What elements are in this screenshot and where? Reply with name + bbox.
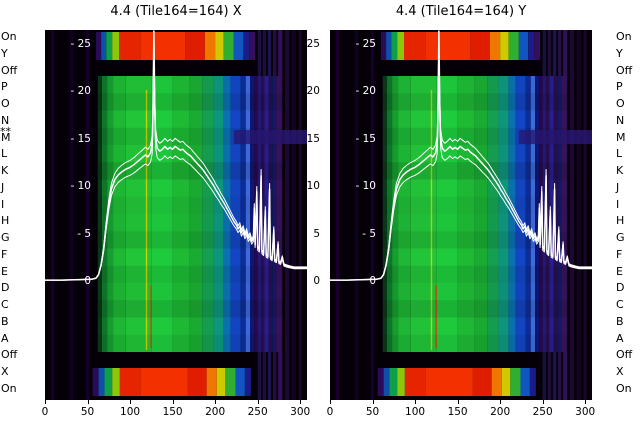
x-tick-mark (415, 400, 417, 404)
row-label-d-15: D (616, 281, 625, 295)
y-tick-label-middle: 5 (313, 227, 320, 240)
x-tick-label: 100 (120, 406, 141, 418)
x-tick-label: 0 (326, 406, 334, 418)
x-tick-mark (215, 400, 217, 404)
x-tick-mark (585, 400, 587, 404)
row-label-f-13: F (616, 247, 623, 261)
row-label-n-5: N (616, 113, 625, 127)
x-tick-mark (87, 400, 89, 404)
row-label-l-7: L (1, 147, 8, 161)
row-label-e-14: E (1, 264, 8, 278)
row-label-b-17: B (1, 314, 9, 328)
x-tick-label: 300 (575, 406, 596, 418)
y-tick-label-middle: 0 (313, 275, 320, 287)
row-label-e-14: E (616, 264, 623, 278)
x-tick-label: 200 (205, 406, 226, 418)
row-label-on-21: On (1, 381, 17, 395)
x-tick-mark (172, 400, 174, 404)
row-label-h-11: H (1, 214, 10, 228)
y-tick-label-middle: 20 (306, 85, 320, 98)
y-tick-label-middle: 15 (306, 132, 320, 145)
row-label-c-16: C (1, 298, 9, 312)
spectrogram-canvas (45, 30, 307, 400)
row-label-off-19: Off (616, 348, 633, 362)
flagged-row-marker: ** (0, 125, 11, 138)
row-label-f-13: F (1, 247, 8, 261)
row-label-m-6: M (1, 130, 11, 144)
row-label-on-0: On (616, 30, 632, 43)
row-label-y-1: Y (1, 46, 8, 60)
bandpass-trace (330, 30, 592, 281)
x-tick-mark (45, 400, 46, 404)
row-label-a-18: A (616, 331, 624, 345)
x-tick-mark (300, 400, 302, 404)
x-tick-label: 50 (80, 406, 95, 418)
row-label-y-1: Y (616, 46, 623, 60)
row-label-g-12: G (1, 231, 10, 245)
row-label-p-3: P (616, 80, 623, 94)
row-label-g-12: G (616, 231, 625, 245)
row-label-on-21: On (616, 381, 632, 395)
row-label-off-2: Off (616, 63, 633, 77)
row-label-i-10: I (1, 197, 5, 211)
row-label-j-9: J (616, 180, 620, 194)
x-tick-label: 300 (290, 406, 311, 418)
x-tick-label: 50 (365, 406, 380, 418)
row-label-o-4: O (616, 97, 625, 111)
row-label-l-7: L (616, 147, 623, 161)
right-panel-title: 4.4 (Tile164=164) Y (395, 4, 527, 19)
x-tick-label: 150 (162, 406, 183, 418)
x-tick-label: 0 (41, 406, 49, 418)
y-tick-label-middle: 10 (306, 180, 320, 193)
x-tick-mark (542, 400, 544, 404)
y-tick-label-middle: 25 (306, 38, 320, 50)
row-label-a-18: A (1, 331, 9, 345)
left-panel-title: 4.4 (Tile164=164) X (110, 4, 242, 19)
row-label-k-8: K (1, 164, 9, 178)
x-tick-label: 250 (532, 406, 553, 418)
row-label-c-16: C (616, 298, 624, 312)
x-tick-mark (257, 400, 259, 404)
row-label-k-8: K (616, 164, 624, 178)
row-label-p-3: P (1, 80, 8, 94)
x-tick-label: 150 (447, 406, 468, 418)
row-label-i-10: I (616, 197, 620, 211)
bandpass-trace (45, 30, 307, 281)
row-label-o-4: O (1, 97, 10, 111)
x-tick-label: 200 (490, 406, 511, 418)
x-tick-label: 250 (247, 406, 268, 418)
row-label-off-19: Off (1, 348, 18, 362)
x-tick-mark (330, 400, 331, 404)
row-label-m-6: M (616, 130, 626, 144)
x-tick-mark (372, 400, 374, 404)
x-tick-label: 100 (405, 406, 426, 418)
row-label-on-0: On (1, 30, 17, 43)
row-label-n-5: N (1, 113, 10, 127)
x-tick-mark (500, 400, 502, 404)
row-label-off-2: Off (1, 63, 18, 77)
row-label-x-20: X (1, 365, 9, 379)
x-tick-mark (130, 400, 132, 404)
spectrogram-canvas (330, 30, 592, 400)
row-label-h-11: H (616, 214, 625, 228)
row-label-b-17: B (616, 314, 624, 328)
row-label-j-9: J (1, 180, 5, 194)
row-label-d-15: D (1, 281, 10, 295)
x-tick-mark (457, 400, 459, 404)
row-label-x-20: X (616, 365, 624, 379)
